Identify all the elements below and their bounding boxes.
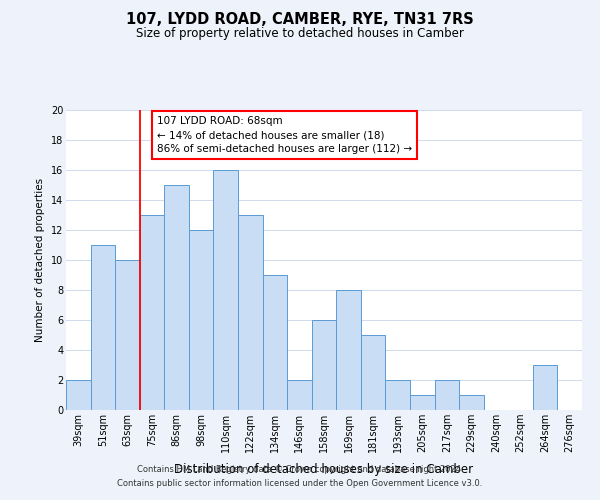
Bar [214, 170, 238, 410]
X-axis label: Distribution of detached houses by size in Camber: Distribution of detached houses by size … [175, 464, 473, 476]
Bar [312, 320, 336, 410]
Text: Contains HM Land Registry data © Crown copyright and database right 2024.
Contai: Contains HM Land Registry data © Crown c… [118, 466, 482, 487]
Bar [238, 215, 263, 410]
Bar [459, 395, 484, 410]
Bar [115, 260, 140, 410]
Bar [66, 380, 91, 410]
Text: 107 LYDD ROAD: 68sqm
← 14% of detached houses are smaller (18)
86% of semi-detac: 107 LYDD ROAD: 68sqm ← 14% of detached h… [157, 116, 412, 154]
Text: Size of property relative to detached houses in Camber: Size of property relative to detached ho… [136, 28, 464, 40]
Bar [410, 395, 434, 410]
Y-axis label: Number of detached properties: Number of detached properties [35, 178, 45, 342]
Bar [263, 275, 287, 410]
Bar [164, 185, 189, 410]
Bar [361, 335, 385, 410]
Bar [91, 245, 115, 410]
Bar [287, 380, 312, 410]
Text: 107, LYDD ROAD, CAMBER, RYE, TN31 7RS: 107, LYDD ROAD, CAMBER, RYE, TN31 7RS [126, 12, 474, 28]
Bar [434, 380, 459, 410]
Bar [385, 380, 410, 410]
Bar [336, 290, 361, 410]
Bar [189, 230, 214, 410]
Bar [140, 215, 164, 410]
Bar [533, 365, 557, 410]
